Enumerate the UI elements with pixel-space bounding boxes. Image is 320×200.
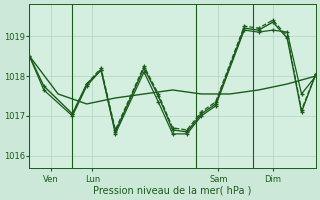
X-axis label: Pression niveau de la mer( hPa ): Pression niveau de la mer( hPa )	[93, 186, 252, 196]
